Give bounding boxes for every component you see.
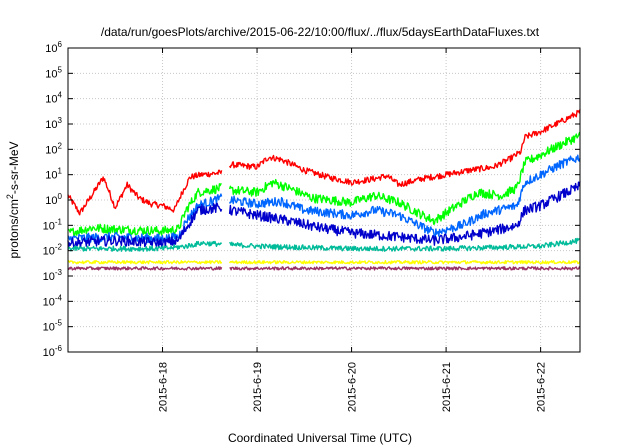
y-tick-label: 106 (45, 40, 62, 55)
series-line-4 (67, 181, 581, 249)
y-tick-label: 10-6 (43, 344, 63, 359)
y-tick-label: 10-3 (43, 268, 63, 283)
y-tick-label: 104 (45, 91, 62, 106)
series-line-5 (67, 237, 581, 252)
series-line-6 (67, 260, 581, 265)
x-tick-label: 2015-6-20 (347, 362, 359, 412)
y-tick-label: 101 (45, 167, 62, 182)
x-tick-label: 2015-6-22 (536, 362, 548, 412)
y-tick-label: 103 (45, 116, 62, 131)
y-tick-label: 100 (45, 192, 62, 207)
chart-title: /data/run/goesPlots/archive/2015-06-22/1… (101, 25, 540, 39)
y-tick-label: 102 (45, 141, 62, 156)
y-axis-label: protons/cm2-s-sr-MeV (5, 141, 21, 258)
x-tick-label: 2015-6-19 (252, 362, 264, 412)
y-tick-label: 105 (45, 65, 62, 80)
series-group (67, 109, 581, 271)
series-line-7 (67, 266, 581, 271)
y-tick-label: 10-1 (43, 217, 63, 232)
series-line-2 (67, 131, 581, 237)
series-line-1 (67, 109, 581, 216)
grid-lines (68, 47, 580, 353)
x-tick-label: 2015-6-21 (441, 362, 453, 412)
y-axis-ticks: 10-6 10-5 10-4 10-3 10-2 10-1 100 101 102 103 104 1… (43, 40, 580, 359)
y-tick-label: 10-4 (43, 293, 63, 308)
y-tick-label: 10-5 (43, 319, 63, 334)
x-tick-label: 2015-6-18 (158, 362, 170, 412)
x-axis-ticks: 2015-6-18 2015-6-19 2015-6-20 2015-6-21 2015… (158, 48, 548, 412)
y-tick-label: 10-2 (43, 243, 63, 258)
x-axis-label: Coordinated Universal Time (UTC) (228, 431, 412, 445)
